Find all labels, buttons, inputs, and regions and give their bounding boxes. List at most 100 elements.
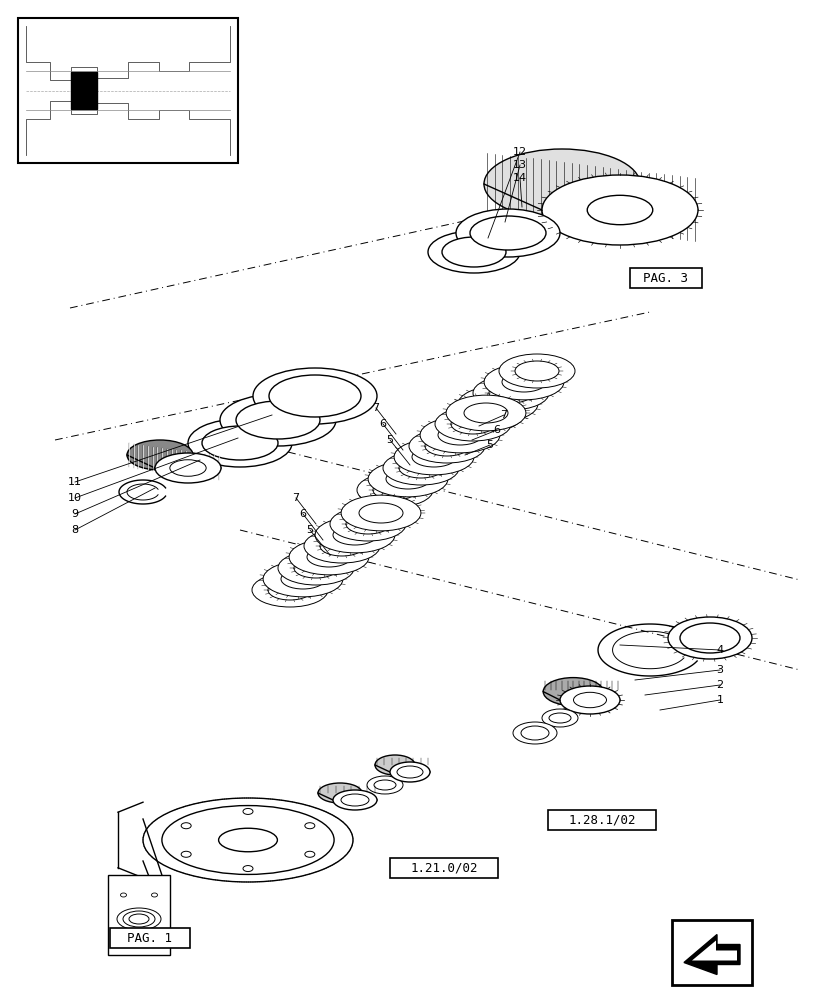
Text: 6: 6: [380, 419, 386, 429]
Ellipse shape: [470, 216, 546, 250]
Text: PAG. 3: PAG. 3: [644, 271, 689, 284]
Ellipse shape: [152, 893, 157, 897]
Text: PAG. 1: PAG. 1: [128, 932, 172, 944]
Ellipse shape: [420, 417, 500, 453]
Ellipse shape: [383, 451, 459, 485]
Ellipse shape: [127, 440, 193, 470]
Ellipse shape: [515, 361, 559, 381]
Bar: [110, 928, 190, 948]
Ellipse shape: [397, 766, 423, 778]
Bar: [18, 18, 238, 163]
Ellipse shape: [281, 569, 325, 589]
Ellipse shape: [464, 403, 508, 423]
Ellipse shape: [446, 395, 526, 431]
Ellipse shape: [181, 823, 191, 829]
Ellipse shape: [386, 469, 430, 489]
Ellipse shape: [560, 686, 620, 714]
Text: 7: 7: [293, 493, 300, 503]
Ellipse shape: [373, 480, 417, 500]
Bar: [71, 72, 97, 109]
Ellipse shape: [357, 473, 433, 507]
Text: 4: 4: [716, 645, 723, 655]
Text: 13: 13: [513, 160, 527, 170]
Ellipse shape: [236, 401, 320, 439]
Ellipse shape: [346, 514, 390, 534]
Ellipse shape: [330, 507, 406, 541]
Text: 8: 8: [72, 525, 78, 535]
Ellipse shape: [542, 709, 578, 727]
Text: 1.28.1/02: 1.28.1/02: [569, 814, 636, 826]
Text: 1.21.0/02: 1.21.0/02: [410, 861, 478, 874]
Ellipse shape: [253, 368, 377, 424]
Ellipse shape: [170, 460, 206, 476]
Ellipse shape: [574, 692, 606, 708]
Text: 11: 11: [68, 477, 82, 487]
Ellipse shape: [155, 453, 221, 483]
Bar: [108, 875, 170, 955]
Bar: [672, 920, 752, 985]
Ellipse shape: [320, 536, 364, 556]
Ellipse shape: [341, 495, 421, 531]
Ellipse shape: [368, 461, 448, 497]
Text: 3: 3: [717, 665, 723, 675]
Ellipse shape: [458, 386, 538, 422]
Ellipse shape: [120, 893, 127, 897]
Ellipse shape: [202, 426, 278, 460]
Ellipse shape: [668, 617, 752, 659]
Text: 1: 1: [717, 695, 723, 705]
Ellipse shape: [451, 414, 495, 434]
Ellipse shape: [152, 933, 157, 937]
Text: 9: 9: [72, 509, 78, 519]
Ellipse shape: [502, 372, 546, 392]
Bar: [548, 810, 656, 830]
Ellipse shape: [521, 726, 549, 740]
Text: 12: 12: [513, 147, 527, 157]
Text: 14: 14: [513, 173, 527, 183]
Ellipse shape: [374, 780, 396, 790]
Ellipse shape: [543, 678, 603, 706]
Ellipse shape: [318, 783, 362, 803]
Text: 6: 6: [494, 425, 500, 435]
Text: 10: 10: [68, 493, 82, 503]
Bar: [630, 268, 702, 288]
Ellipse shape: [425, 436, 469, 456]
Ellipse shape: [367, 776, 403, 794]
Ellipse shape: [129, 914, 149, 924]
Ellipse shape: [307, 547, 351, 567]
Ellipse shape: [409, 429, 485, 463]
Ellipse shape: [263, 561, 343, 597]
Polygon shape: [692, 940, 737, 960]
Ellipse shape: [289, 539, 369, 575]
Ellipse shape: [484, 149, 640, 219]
Ellipse shape: [243, 808, 253, 814]
Ellipse shape: [399, 458, 443, 478]
Ellipse shape: [513, 722, 557, 744]
Ellipse shape: [473, 376, 549, 410]
Ellipse shape: [294, 558, 338, 578]
Bar: [390, 858, 498, 878]
Ellipse shape: [305, 823, 315, 829]
Ellipse shape: [438, 425, 482, 445]
Ellipse shape: [333, 790, 377, 810]
Text: 2: 2: [716, 680, 723, 690]
Ellipse shape: [394, 439, 474, 475]
Ellipse shape: [181, 851, 191, 857]
Text: 7: 7: [372, 403, 380, 413]
Ellipse shape: [359, 503, 403, 523]
Ellipse shape: [499, 354, 575, 388]
Ellipse shape: [120, 933, 127, 937]
Text: 5: 5: [386, 435, 394, 445]
Ellipse shape: [456, 209, 560, 257]
Ellipse shape: [435, 407, 511, 441]
Ellipse shape: [278, 551, 354, 585]
Ellipse shape: [333, 525, 377, 545]
Ellipse shape: [305, 851, 315, 857]
Ellipse shape: [143, 798, 353, 882]
Ellipse shape: [588, 195, 653, 225]
Ellipse shape: [117, 908, 161, 930]
Text: 7: 7: [500, 410, 508, 420]
Ellipse shape: [188, 419, 292, 467]
Ellipse shape: [390, 762, 430, 782]
Ellipse shape: [304, 529, 380, 563]
Ellipse shape: [412, 447, 456, 467]
